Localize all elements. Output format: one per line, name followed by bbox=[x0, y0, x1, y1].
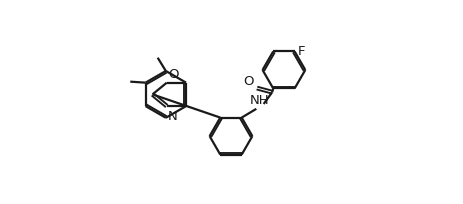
Text: N: N bbox=[168, 109, 177, 122]
Text: F: F bbox=[297, 45, 305, 58]
Text: NH: NH bbox=[250, 94, 269, 107]
Text: O: O bbox=[168, 68, 178, 81]
Text: O: O bbox=[243, 75, 253, 88]
